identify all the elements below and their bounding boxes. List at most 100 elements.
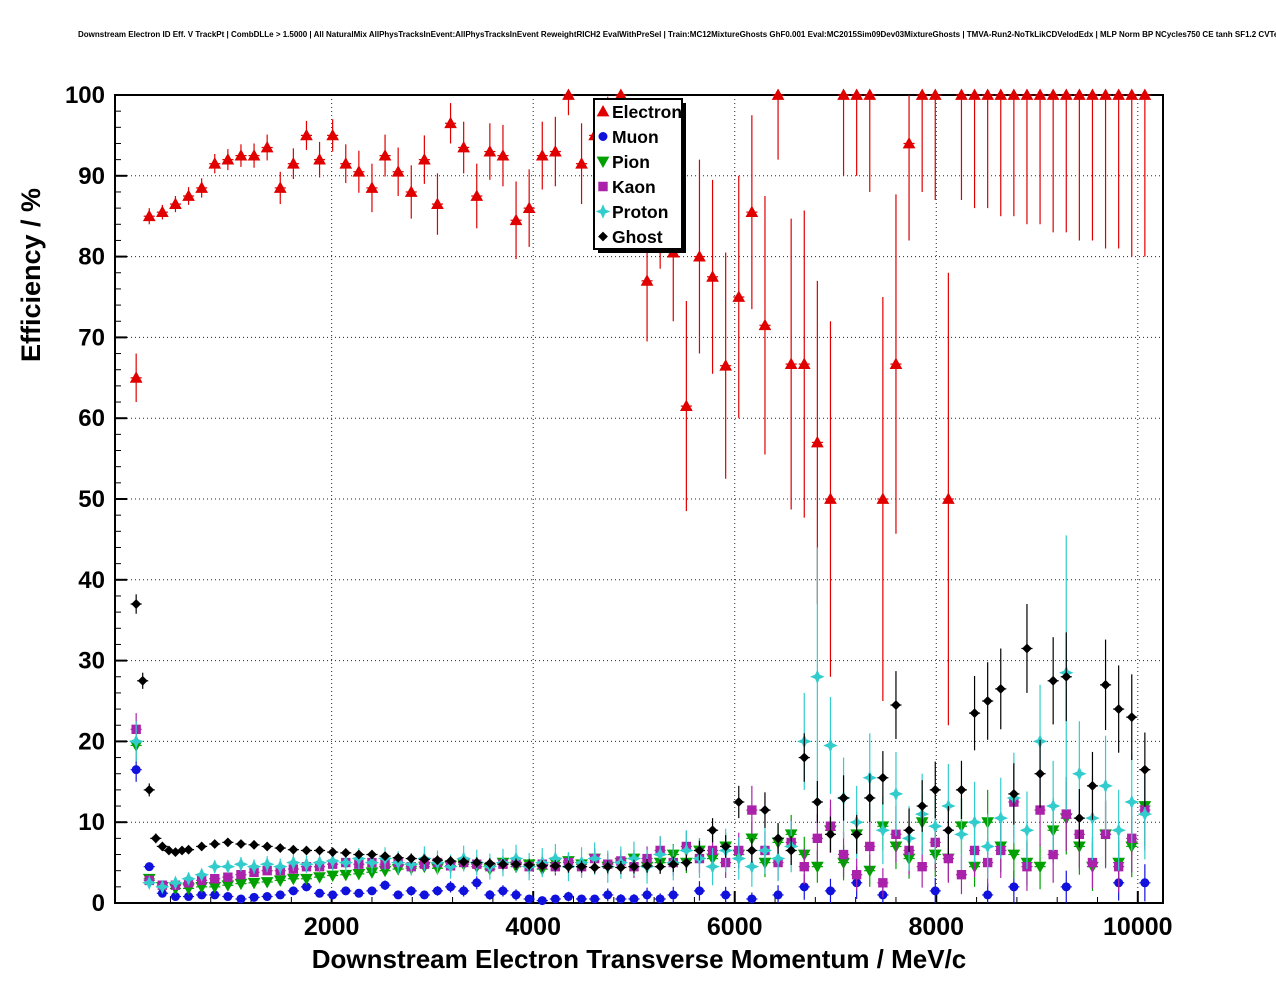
electron-marker xyxy=(221,153,235,165)
proton-marker xyxy=(810,669,825,685)
muon-marker xyxy=(301,882,311,892)
muon-marker xyxy=(406,886,416,896)
kaon-marker xyxy=(1087,857,1098,868)
pion-marker xyxy=(247,877,261,890)
proton-marker xyxy=(1124,794,1140,810)
electron-marker xyxy=(562,88,575,100)
ghost-marker xyxy=(1126,712,1137,723)
electron-marker xyxy=(889,357,903,369)
electron-marker xyxy=(1046,88,1060,100)
ghost-marker xyxy=(1022,643,1032,654)
muon-marker xyxy=(773,890,783,900)
ghost-marker xyxy=(301,845,312,856)
y-tick-label: 60 xyxy=(78,405,105,432)
ghost-marker xyxy=(524,860,535,870)
pion-marker xyxy=(1007,849,1021,862)
proton-marker xyxy=(757,843,773,858)
kaon-marker xyxy=(865,841,875,852)
x-axis-label: Downstream Electron Transverse Momentum … xyxy=(311,944,967,974)
electron-marker xyxy=(863,88,877,100)
ghost-marker xyxy=(498,859,508,870)
electron-marker xyxy=(1112,88,1126,100)
ghost-marker xyxy=(786,845,797,856)
electron-marker xyxy=(1125,88,1139,100)
ghost-marker xyxy=(367,849,377,860)
ghost-marker xyxy=(864,793,875,803)
ghost-marker xyxy=(589,862,600,873)
pion-marker xyxy=(326,870,340,883)
ghost-marker xyxy=(930,784,941,795)
electron-marker xyxy=(444,116,457,129)
ghost-marker xyxy=(799,752,810,763)
proton-marker xyxy=(312,855,327,870)
proton-marker xyxy=(1137,806,1153,822)
muon-marker xyxy=(432,886,442,896)
proton-marker xyxy=(207,859,223,874)
ghost-legend-marker xyxy=(598,231,608,242)
electron-marker xyxy=(640,274,654,286)
muon-marker xyxy=(511,890,521,900)
muon-marker xyxy=(315,888,325,898)
legend-label-pion: Pion xyxy=(612,152,650,172)
legend-label-electron: Electron xyxy=(612,102,682,122)
muon-marker xyxy=(275,890,285,900)
y-tick-label: 40 xyxy=(78,567,105,594)
kaon-marker xyxy=(1061,809,1071,819)
electron-marker xyxy=(142,209,156,222)
ghost-marker xyxy=(380,851,390,862)
electron-marker xyxy=(169,197,182,209)
muon-marker xyxy=(393,890,403,900)
proton-marker xyxy=(1098,778,1113,794)
electron-marker xyxy=(1059,88,1073,100)
proton-marker xyxy=(181,871,196,887)
muon-marker xyxy=(577,894,587,904)
electron-marker xyxy=(156,205,169,218)
pion-marker xyxy=(1033,861,1047,874)
muon-marker xyxy=(799,882,809,892)
muon-marker xyxy=(367,886,377,896)
muon-marker xyxy=(380,880,390,890)
electron-legend-marker xyxy=(596,104,610,117)
proton-marker xyxy=(967,814,982,830)
proton-marker xyxy=(128,734,144,749)
ghost-marker xyxy=(851,829,862,840)
x-tick-label: 2000 xyxy=(304,913,360,941)
ghost-marker xyxy=(602,861,613,872)
electron-marker xyxy=(1007,88,1021,100)
ghost-marker xyxy=(904,825,914,836)
electron-marker xyxy=(719,359,733,371)
muon-marker xyxy=(288,886,298,896)
muon-marker xyxy=(131,765,141,775)
ghost-marker xyxy=(164,845,174,856)
plot-title: Downstream Electron ID Eff. V TrackPt | … xyxy=(78,30,1276,39)
proton-marker xyxy=(194,867,209,882)
ghost-marker xyxy=(131,599,142,609)
legend-box xyxy=(593,98,683,250)
muon-marker xyxy=(721,890,731,900)
proton-marker xyxy=(980,839,995,854)
electron-marker xyxy=(522,201,536,214)
ghost-marker xyxy=(982,696,993,706)
electron-marker xyxy=(404,185,418,197)
ghost-marker xyxy=(150,833,161,844)
electron-marker xyxy=(247,149,261,161)
electron-marker xyxy=(942,492,955,504)
ghost-marker xyxy=(275,843,286,853)
electron-marker xyxy=(287,157,300,169)
axis-ticks xyxy=(115,94,1139,904)
kaon-legend-marker xyxy=(598,181,608,192)
muon-marker xyxy=(341,886,351,896)
ghost-marker xyxy=(681,857,692,868)
ghost-marker xyxy=(576,861,587,872)
electron-marker xyxy=(797,357,811,369)
kaon-marker xyxy=(223,872,233,882)
ghost-marker xyxy=(170,847,181,858)
proton-legend-marker xyxy=(595,204,611,219)
muon-marker xyxy=(262,892,272,902)
ghost-marker xyxy=(655,861,666,872)
electron-marker xyxy=(1073,88,1086,100)
proton-marker xyxy=(233,856,249,872)
electron-marker xyxy=(771,88,785,100)
electron-marker xyxy=(378,149,392,161)
ghost-marker xyxy=(891,700,901,710)
